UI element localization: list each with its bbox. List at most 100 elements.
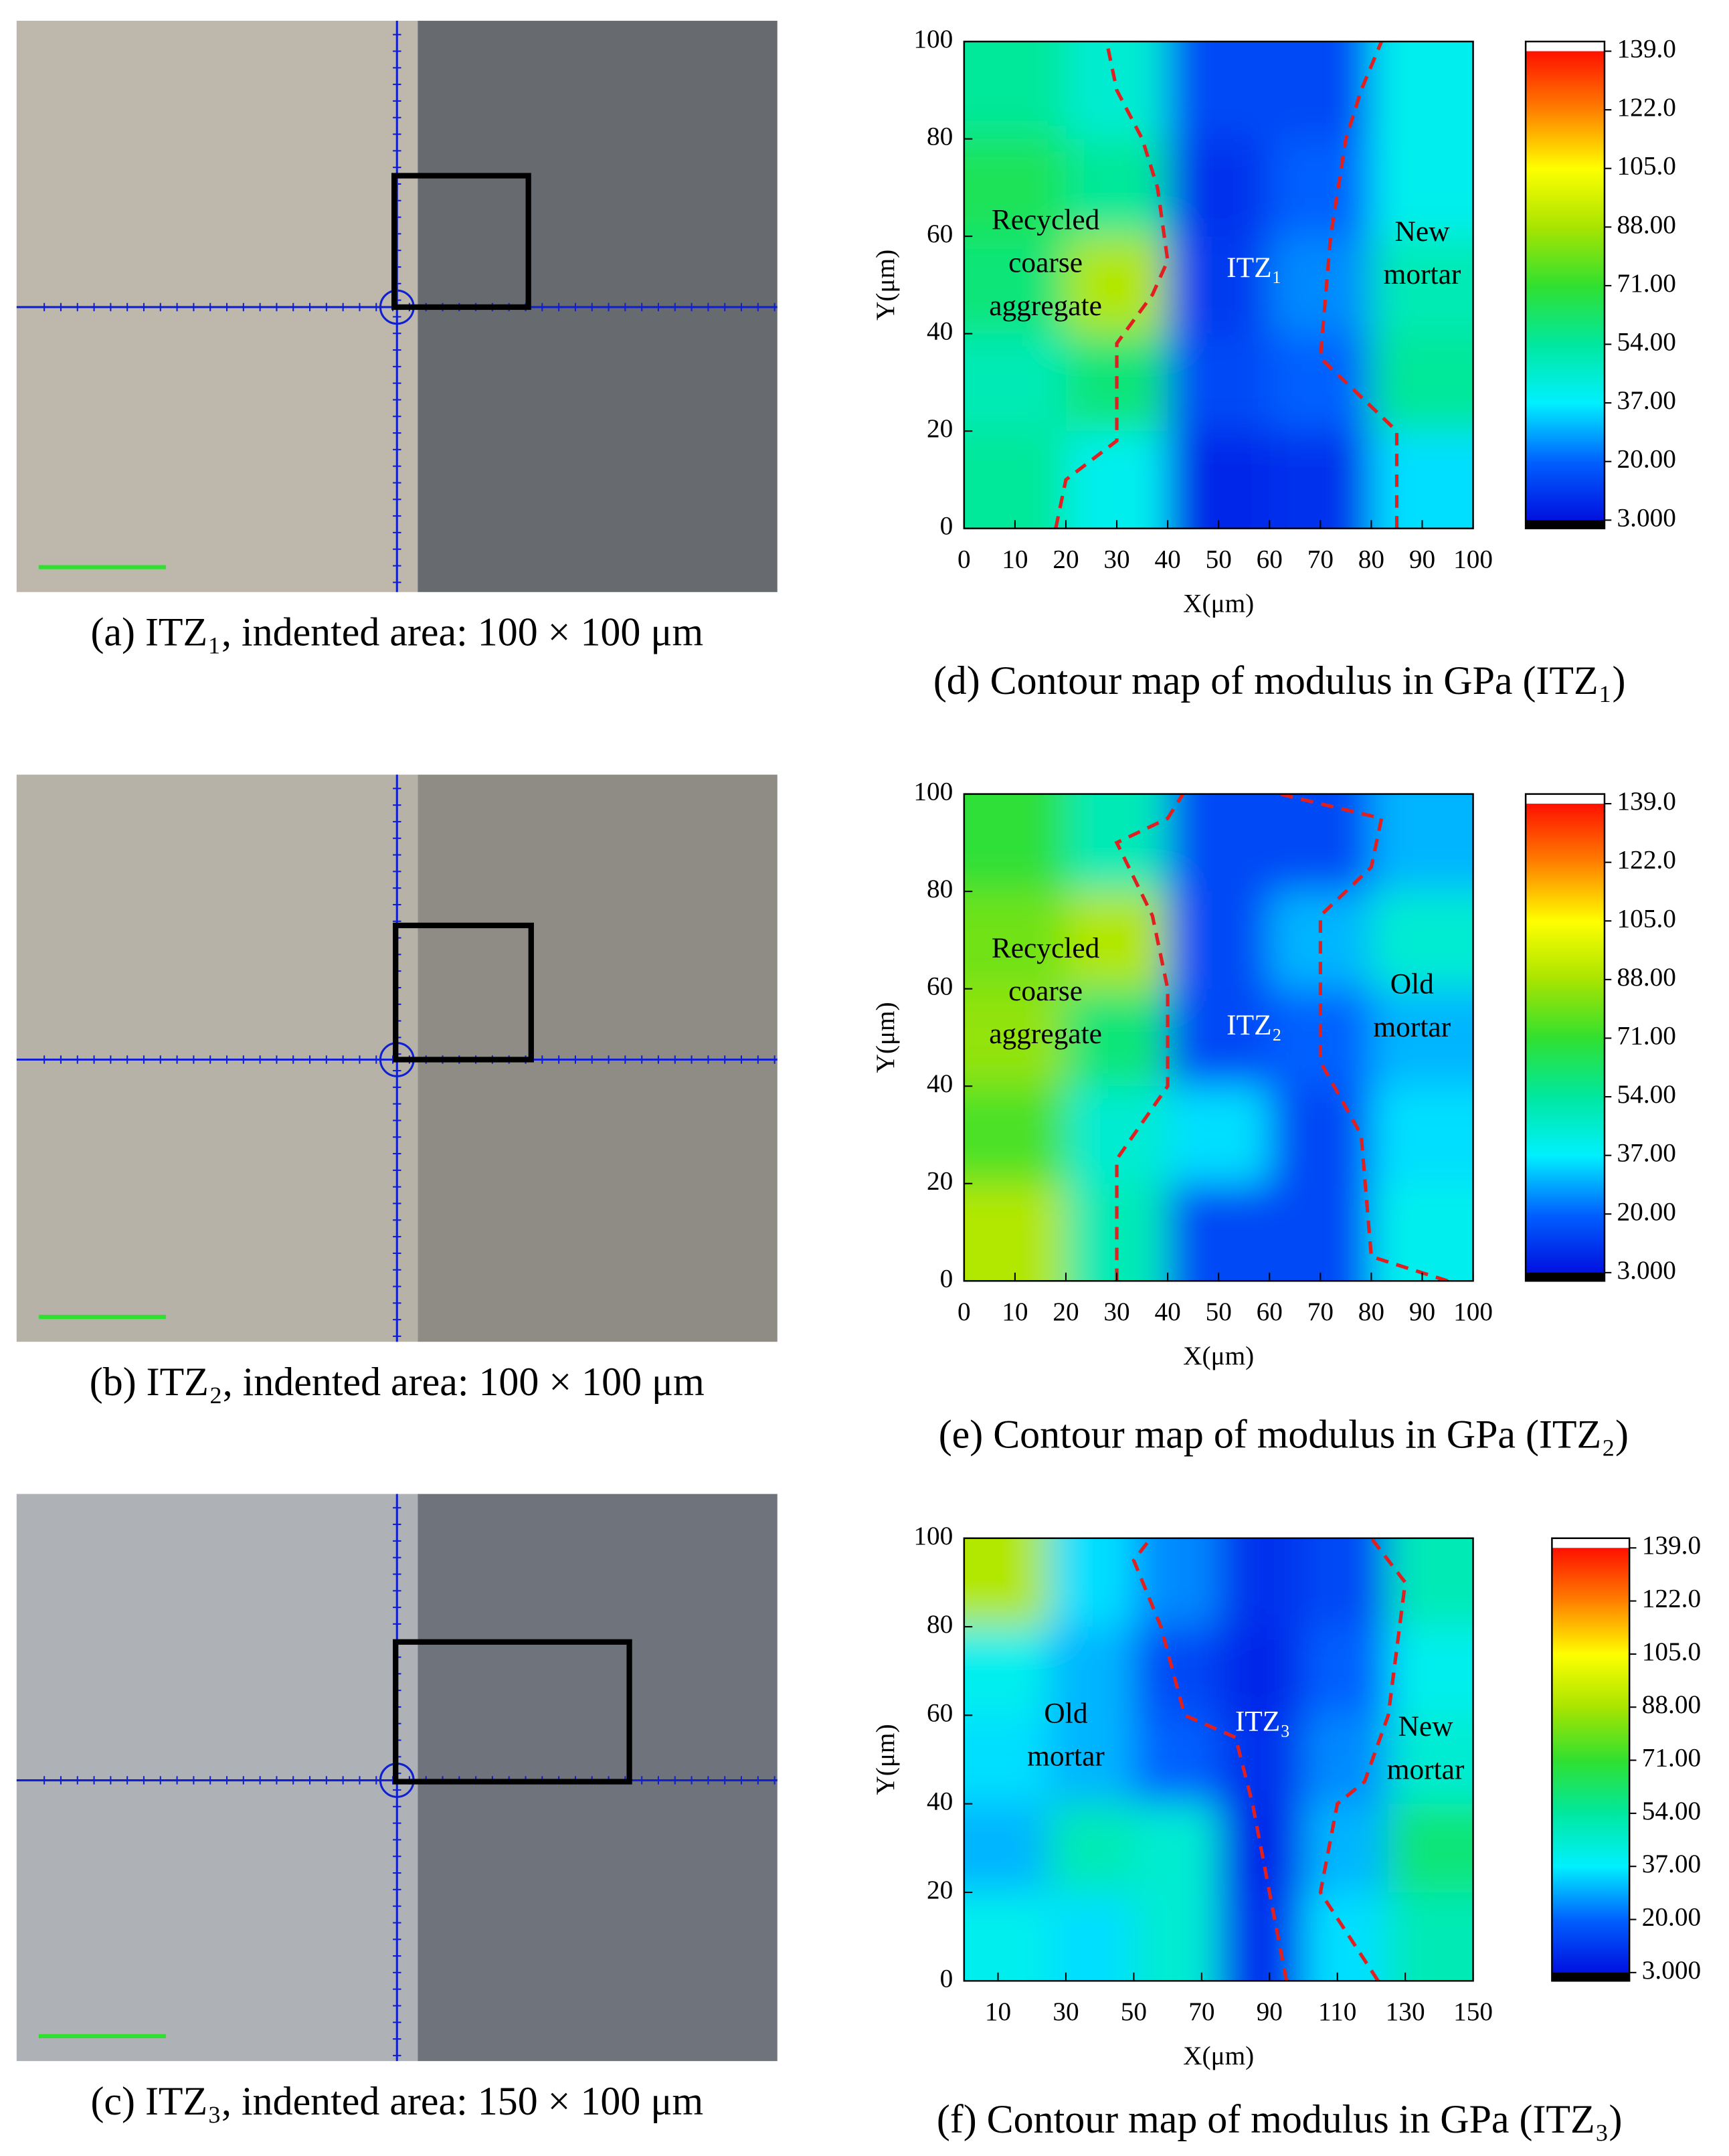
contour-cell: [1269, 794, 1372, 892]
colorbar-tick-label: 37.00: [1642, 1850, 1701, 1878]
colorbar-segment: [1552, 1760, 1630, 1814]
x-tick-label: 30: [1053, 1997, 1079, 2026]
colorbar-tick-label: 122.0: [1617, 846, 1676, 875]
colorbar-tick-label: 54.00: [1642, 1797, 1701, 1825]
x-tick-label: 110: [1318, 1997, 1356, 2026]
contour-cell: [1218, 1627, 1303, 1716]
micrograph: [16, 1494, 778, 2062]
contour-cell: [1133, 1715, 1219, 1804]
colorbar-tick-label: 71.00: [1617, 269, 1676, 298]
colorbar-segment: [1526, 51, 1605, 111]
annotation: New: [1395, 215, 1451, 248]
contour-cell: [1303, 1803, 1388, 1892]
micrograph: [16, 21, 778, 592]
colorbar-top: [1526, 41, 1605, 52]
chart-caption: (e) Contour map of modulus in GPa (ITZ₂): [939, 1413, 1629, 1457]
indent-box: [393, 922, 534, 1063]
x-tick-label: 90: [1257, 1997, 1283, 2026]
colorbar-bottom: [1526, 1272, 1605, 1281]
itz-boundary: [1131, 1538, 1289, 1981]
contour-cell: [964, 1183, 1066, 1281]
colorbar-top: [1526, 794, 1605, 804]
contour-cell: [1168, 1183, 1270, 1281]
contour-cell: [1371, 988, 1473, 1087]
micrograph: [16, 774, 778, 1342]
contour-cell: [1065, 794, 1168, 892]
annotation: ITZ₃: [1235, 1706, 1291, 1738]
y-tick-label: 40: [927, 317, 953, 346]
contour-cell: [964, 891, 1066, 989]
x-tick-label: 80: [1358, 545, 1384, 573]
contour-cell: [1303, 1715, 1388, 1804]
photo-left: [16, 774, 418, 1342]
contour-cell: [1371, 236, 1473, 334]
annotation: aggregate: [989, 290, 1102, 322]
contour-cell: [1388, 1892, 1473, 1981]
annotation: mortar: [1384, 258, 1461, 290]
colorbar-segment: [1526, 285, 1605, 345]
x-axis-label: X(μm): [1183, 589, 1254, 618]
contour-cell: [964, 1803, 1049, 1892]
colorbar-tick-label: 37.00: [1617, 386, 1676, 415]
contour-cell: [1049, 1803, 1134, 1892]
x-tick-label: 20: [1053, 1297, 1079, 1326]
x-tick-label: 130: [1386, 1997, 1425, 2026]
contour-cell: [1133, 1538, 1219, 1627]
colorbar-segment: [1526, 461, 1605, 521]
colorbar-segment: [1552, 1919, 1630, 1973]
x-tick-label: 50: [1121, 1997, 1147, 2026]
contour-cell: [964, 333, 1066, 432]
x-tick-label: 20: [1053, 545, 1079, 573]
x-tick-label: 60: [1257, 1297, 1283, 1326]
itz-boundary: [1318, 41, 1399, 529]
x-tick-label: 10: [1002, 1297, 1028, 1326]
y-tick-label: 100: [913, 778, 953, 806]
y-tick-label: 80: [927, 875, 953, 903]
colorbar-tick-label: 139.0: [1642, 1531, 1701, 1560]
contour-cell: [1133, 1803, 1219, 1892]
x-tick-label: 70: [1188, 1997, 1214, 2026]
contour-cell: [1133, 1892, 1219, 1981]
contour-cell: [1371, 794, 1473, 892]
contour-cell: [1168, 139, 1270, 237]
contour-cell: [1065, 236, 1168, 334]
colorbar-segment: [1526, 1038, 1605, 1098]
colorbar-segment: [1526, 1097, 1605, 1156]
x-tick-label: 40: [1154, 545, 1180, 573]
y-tick-label: 40: [927, 1787, 953, 1816]
x-tick-label: 10: [985, 1997, 1011, 2026]
photo-caption: (c) ITZ₃, indented area: 150 × 100 μm: [90, 2079, 703, 2123]
photo-caption: (a) ITZ₁, indented area: 100 × 100 μm: [90, 610, 703, 654]
contour-cell: [1371, 139, 1473, 237]
y-tick-label: 100: [913, 1522, 953, 1550]
plot-area: [964, 41, 1473, 529]
colorbar-segment: [1552, 1707, 1630, 1761]
contour-cell: [1303, 1538, 1388, 1627]
annotation: Recycled: [992, 204, 1100, 236]
colorbar-tick-label: 139.0: [1617, 35, 1676, 64]
y-tick-label: 60: [927, 219, 953, 248]
colorbar-tick-label: 105.0: [1642, 1637, 1701, 1666]
colorbar-tick-label: 105.0: [1617, 152, 1676, 181]
y-tick-label: 60: [927, 1698, 953, 1727]
colorbar-segment: [1526, 1214, 1605, 1273]
colorbar-tick-label: 88.00: [1617, 210, 1676, 239]
contour-cell: [964, 1086, 1066, 1184]
colorbar-segment: [1526, 979, 1605, 1039]
contour-cell: [1168, 1086, 1270, 1184]
indent-box: [393, 1639, 632, 1785]
contour-cell: [964, 1892, 1049, 1981]
y-tick-label: 80: [927, 122, 953, 151]
contour-cell: [1065, 139, 1168, 237]
x-axis-label: X(μm): [1183, 1342, 1254, 1370]
colorbar-tick-label: 3.000: [1642, 1956, 1701, 1985]
indent-box: [391, 173, 531, 310]
contour-cell: [964, 794, 1066, 892]
chart-caption: (d) Contour map of modulus in GPa (ITZ₁): [933, 658, 1626, 703]
contour-cell: [964, 139, 1066, 237]
colorbar-bottom: [1526, 520, 1605, 529]
colorbar-segment: [1526, 110, 1605, 169]
x-tick-label: 0: [958, 1297, 971, 1326]
y-tick-label: 20: [927, 1167, 953, 1196]
